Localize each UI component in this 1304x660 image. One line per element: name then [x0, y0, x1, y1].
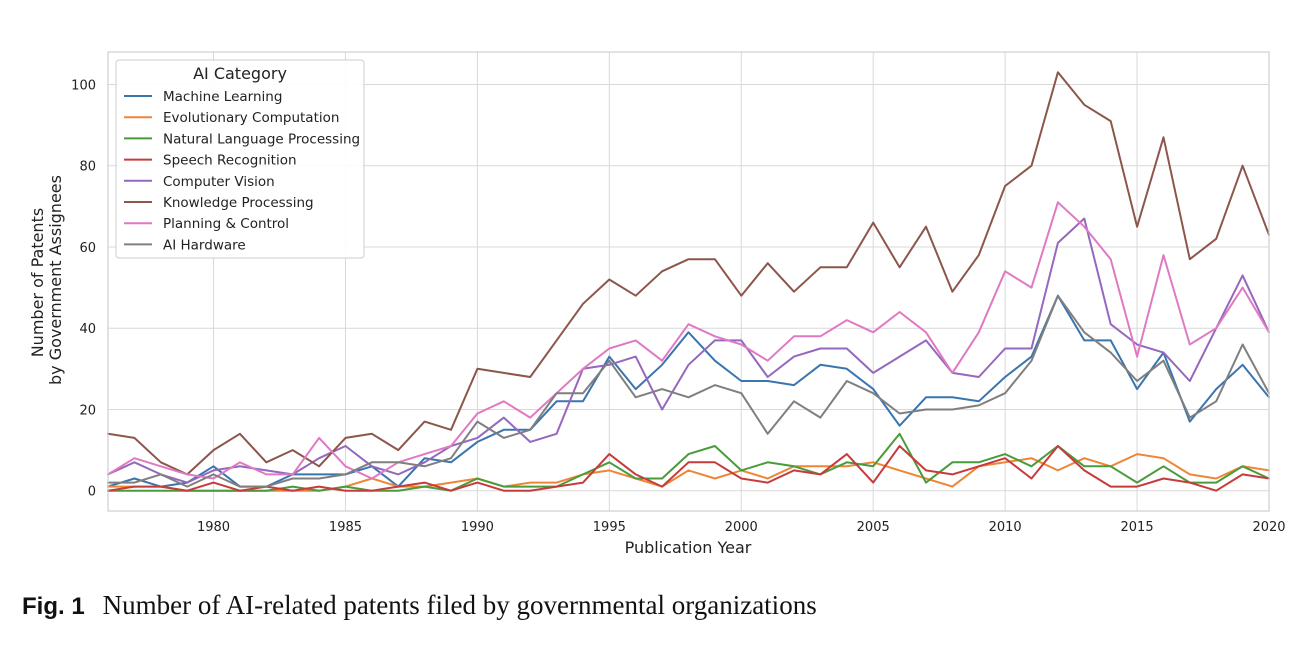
series-line-ai-hardware [107, 294, 1270, 488]
y-tick-label: 0 [88, 485, 96, 500]
series-line-computer-vision [107, 217, 1270, 484]
legend-label: Computer Vision [163, 174, 275, 190]
legend-box [115, 59, 365, 259]
legend-label: AI Hardware [163, 237, 246, 253]
figure-label: Fig. 1 [22, 593, 85, 620]
legend: AI Category Machine Learning Evolutionary… [115, 59, 365, 259]
y-tick-label: 40 [79, 322, 96, 337]
x-tick-label: 1995 [593, 520, 626, 535]
legend-label: Machine Learning [163, 89, 282, 105]
y-tick-label: 80 [79, 160, 96, 175]
x-tick-label: 1990 [461, 520, 494, 535]
y-axis-label-line-1: Number of Patents [28, 208, 47, 357]
figure-caption: Fig. 1 Number of AI-related patents file… [22, 590, 1282, 621]
series-line-speech-recognition [107, 445, 1270, 492]
y-tick-label: 60 [79, 241, 96, 256]
legend-label: Natural Language Processing [163, 131, 360, 147]
plot-frame [107, 51, 1270, 512]
y-tick-label: 100 [71, 78, 96, 93]
x-axis-label: Publication Year [625, 538, 752, 557]
x-tick-label: 2010 [989, 520, 1022, 535]
x-tick-labels: 1980 1985 1990 1995 2000 2005 2010 2015 2020 [197, 520, 1286, 535]
series-group [107, 71, 1270, 492]
x-tick-label: 2000 [725, 520, 758, 535]
series-line-machine-learning [107, 294, 1270, 488]
figure-caption-text: Number of AI-related patents filed by go… [102, 590, 817, 620]
y-tick-labels: 0 20 40 60 80 100 [71, 78, 96, 499]
x-tick-label: 2015 [1121, 520, 1154, 535]
legend-title: AI Category [193, 64, 287, 83]
line-chart: 1980 1985 1990 1995 2000 2005 2010 2015 2020 0 20… [28, 51, 1286, 557]
y-axis-label: Number of Patents by Government Assignee… [28, 175, 65, 385]
series-line-knowledge-processing [107, 71, 1270, 476]
legend-label: Planning & Control [163, 216, 289, 232]
series-line-planning-control [107, 201, 1270, 480]
legend-label: Knowledge Processing [163, 195, 314, 211]
chart: 1980 1985 1990 1995 2000 2005 2010 2015 2020 0 20… [28, 51, 1286, 557]
series-line-natural-language-processing [107, 432, 1270, 492]
legend-items: Machine Learning Evolutionary Computation… [124, 89, 360, 253]
x-tick-label: 1980 [197, 520, 230, 535]
x-tick-label: 2005 [857, 520, 890, 535]
legend-label: Evolutionary Computation [163, 110, 339, 126]
y-tick-label: 20 [79, 403, 96, 418]
x-tick-label: 1985 [329, 520, 362, 535]
legend-label: Speech Recognition [163, 153, 297, 169]
y-axis-label-line-2: by Government Assignees [46, 175, 65, 385]
x-tick-label: 2020 [1252, 520, 1285, 535]
